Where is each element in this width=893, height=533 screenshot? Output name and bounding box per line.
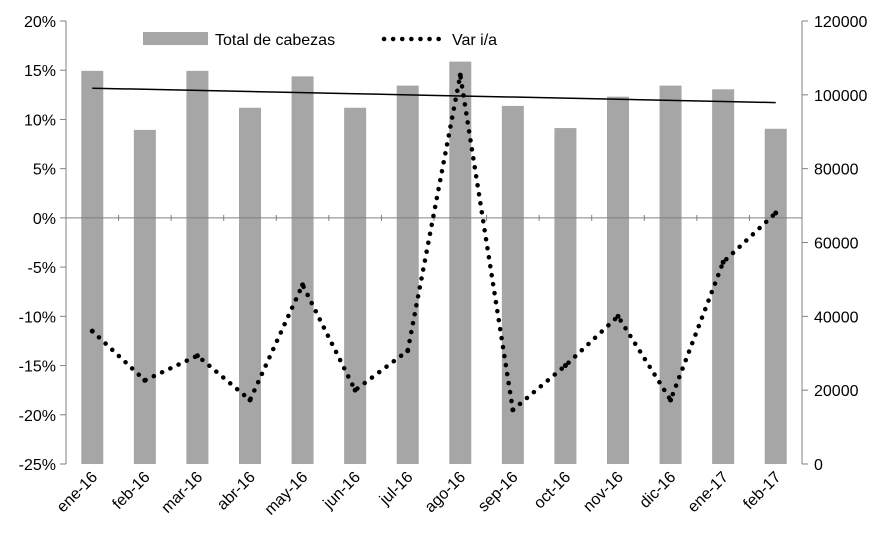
bar xyxy=(554,128,577,464)
left-y-axis: 20% 15% 10% 5% 0% -5% -10% -15% -20% -25% xyxy=(19,14,66,474)
left-tick-label: 0% xyxy=(33,211,56,228)
x-tick-label: ene-17 xyxy=(685,469,732,516)
bar xyxy=(239,107,261,465)
var-ia-point xyxy=(405,348,411,354)
var-ia-point xyxy=(562,363,568,369)
bars-layer xyxy=(81,61,787,465)
bar xyxy=(81,70,104,465)
legend-swatch-bars xyxy=(143,32,208,45)
lines-layer xyxy=(89,72,779,413)
legend-label-bars: Total de cabezas xyxy=(215,32,335,49)
bar xyxy=(344,107,367,465)
var-ia-point xyxy=(720,259,726,265)
right-tick-label: 100000 xyxy=(814,88,867,105)
x-tick-label: dic-16 xyxy=(637,469,680,512)
trend-line xyxy=(92,87,776,104)
var-ia-point xyxy=(457,72,463,78)
bar xyxy=(186,70,209,465)
x-tick-label: may-16 xyxy=(262,469,312,519)
left-tick-label: -15% xyxy=(19,359,56,376)
bar xyxy=(659,85,682,465)
left-tick-label: -5% xyxy=(28,260,56,277)
left-tick-label: -10% xyxy=(19,309,56,326)
left-tick-label: -25% xyxy=(19,457,56,474)
var-ia-point xyxy=(89,328,95,334)
var-ia-point xyxy=(668,397,674,403)
bar xyxy=(133,129,156,464)
bar xyxy=(449,61,472,464)
x-tick-label: sep-16 xyxy=(475,469,522,516)
x-tick-label: jul-16 xyxy=(376,469,416,509)
left-tick-label: 5% xyxy=(33,162,56,179)
var-ia-point xyxy=(773,210,779,216)
x-tick-label: jun-16 xyxy=(320,469,364,513)
bar xyxy=(607,96,629,464)
var-ia-point xyxy=(247,397,253,403)
var-ia-point xyxy=(615,313,621,319)
legend: Total de cabezas Var i/a xyxy=(143,32,497,49)
right-tick-label: 0 xyxy=(814,457,823,474)
left-tick-label: 15% xyxy=(24,63,56,80)
right-tick-label: 60000 xyxy=(814,236,859,253)
var-ia-point xyxy=(194,353,200,359)
right-y-axis: 120000 100000 80000 60000 40000 20000 0 xyxy=(802,14,867,474)
var-ia-point xyxy=(300,282,306,288)
x-tick-label: abr-16 xyxy=(214,469,259,514)
left-tick-label: -20% xyxy=(19,408,56,425)
bar xyxy=(764,128,787,464)
x-tick-label: mar-16 xyxy=(158,469,206,517)
bar xyxy=(712,89,735,464)
x-tick-label: oct-16 xyxy=(531,469,575,513)
right-tick-label: 80000 xyxy=(814,162,859,179)
left-tick-label: 10% xyxy=(24,112,56,129)
x-tick-label: nov-16 xyxy=(580,469,627,516)
right-tick-label: 20000 xyxy=(814,383,859,400)
right-tick-label: 120000 xyxy=(814,14,867,31)
x-tick-label: ago-16 xyxy=(422,469,469,516)
var-ia-point xyxy=(142,377,148,383)
bar xyxy=(396,85,419,465)
left-tick-label: 20% xyxy=(24,14,56,31)
var-ia-point xyxy=(352,387,358,393)
x-axis: ene-16 feb-16 mar-16 abr-16 may-16 jun-16 jul-… xyxy=(54,214,803,519)
x-tick-label: feb-17 xyxy=(740,469,784,513)
right-tick-label: 40000 xyxy=(814,309,859,326)
legend-label-var: Var i/a xyxy=(452,32,497,49)
var-ia-point xyxy=(510,407,516,413)
bar xyxy=(291,76,314,464)
x-tick-label: feb-16 xyxy=(110,469,154,513)
x-tick-label: ene-16 xyxy=(54,469,101,516)
